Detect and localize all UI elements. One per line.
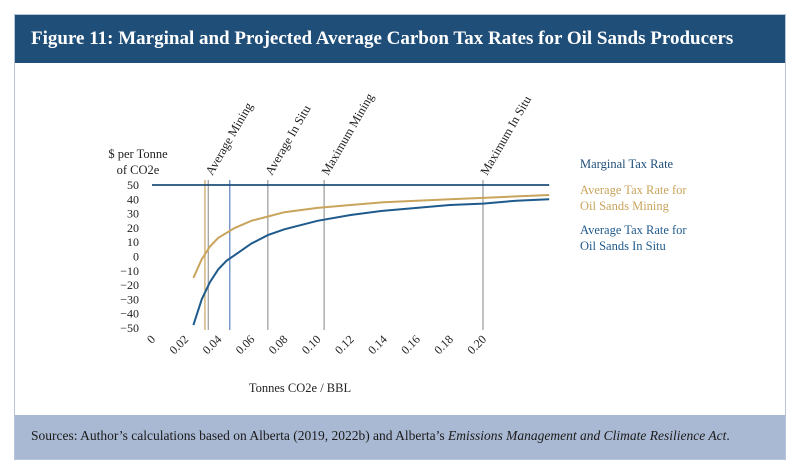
series-line — [192, 198, 550, 326]
y-axis-label: $ per Tonne — [108, 147, 168, 161]
x-tick-label: 0.10 — [299, 332, 324, 357]
vertical-marker-label: Average Mining — [203, 99, 256, 177]
x-tick-label: 0.20 — [464, 332, 489, 357]
y-tick-label: −30 — [120, 292, 139, 306]
x-tick-label: 0.06 — [233, 332, 258, 357]
source-footer: Sources: Author’s calculations based on … — [15, 415, 785, 459]
legend-label: Average Tax Rate for — [580, 183, 687, 197]
y-tick-label: 10 — [127, 235, 139, 249]
x-axis-label: Tonnes CO2e / BBL — [249, 381, 351, 395]
x-tick-label: 0.18 — [431, 332, 456, 357]
series-line — [192, 194, 550, 279]
y-axis-label: of CO2e — [117, 163, 160, 177]
y-tick-label: −40 — [120, 307, 139, 321]
vertical-marker-label: Maximum Mining — [319, 90, 378, 177]
source-note: Sources: Author’s calculations based on … — [31, 428, 730, 444]
source-act-title: Emissions Management and Climate Resilie… — [448, 428, 727, 443]
y-tick-label: 50 — [127, 178, 139, 192]
figure-title: Figure 11: Marginal and Projected Averag… — [31, 28, 734, 49]
y-tick-label: 0 — [133, 250, 139, 264]
legend-label: Oil Sands Mining — [580, 199, 670, 213]
x-tick-label: 0.16 — [398, 332, 423, 357]
y-tick-label: 30 — [127, 207, 139, 221]
x-tick-label: 0.02 — [166, 332, 191, 357]
y-tick-label: −50 — [120, 321, 139, 335]
y-tick-label: −20 — [120, 278, 139, 292]
x-tick-label: 0.14 — [365, 332, 390, 357]
legend-label: Average Tax Rate for — [580, 223, 687, 237]
source-prefix: Sources: Author’s calculations based on … — [31, 428, 449, 443]
x-tick-label: 0.08 — [266, 332, 291, 357]
legend-label: Marginal Tax Rate — [580, 157, 674, 171]
title-bar: Figure 11: Marginal and Projected Averag… — [15, 15, 785, 63]
x-tick-label: 0.04 — [200, 332, 225, 357]
y-tick-label: 40 — [127, 192, 139, 206]
legend-label: Oil Sands In Situ — [580, 239, 667, 253]
y-tick-label: −10 — [120, 264, 139, 278]
figure-frame: Figure 11: Marginal and Projected Averag… — [14, 14, 786, 460]
x-tick-label: 0.12 — [332, 332, 357, 357]
vertical-marker-label: Average In Situ — [262, 102, 314, 177]
source-suffix: . — [726, 428, 730, 443]
x-tick-label: 0 — [144, 332, 158, 346]
vertical-marker-label: Maximum In Situ — [477, 93, 534, 178]
y-tick-label: 20 — [127, 221, 139, 235]
